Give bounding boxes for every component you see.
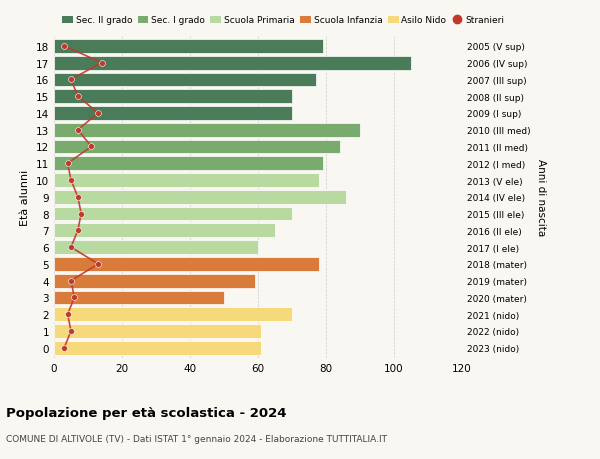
- Bar: [54, 291, 224, 305]
- Bar: [54, 325, 262, 338]
- Bar: [54, 90, 292, 104]
- Bar: [54, 257, 319, 271]
- Bar: [54, 174, 319, 187]
- Bar: [54, 241, 258, 254]
- Bar: [54, 140, 340, 154]
- Point: [73, 227, 83, 235]
- Bar: [54, 157, 323, 171]
- Bar: [54, 107, 292, 121]
- Bar: [54, 56, 411, 70]
- Point: [70, 294, 79, 302]
- Y-axis label: Anni di nascita: Anni di nascita: [536, 159, 546, 236]
- Point: [63, 160, 73, 168]
- Legend: Sec. II grado, Sec. I grado, Scuola Primaria, Scuola Infanzia, Asilo Nido, Stran: Sec. II grado, Sec. I grado, Scuola Prim…: [59, 13, 508, 29]
- Point: [63, 311, 73, 318]
- Point: [73, 194, 83, 201]
- Point: [66, 277, 76, 285]
- Bar: [54, 207, 292, 221]
- Point: [59, 344, 69, 352]
- Point: [73, 93, 83, 101]
- Bar: [54, 40, 323, 54]
- Bar: [54, 73, 316, 87]
- Point: [66, 328, 76, 335]
- Point: [97, 60, 106, 67]
- Y-axis label: Età alunni: Età alunni: [20, 169, 31, 225]
- Point: [59, 43, 69, 50]
- Bar: [54, 341, 262, 355]
- Bar: [54, 123, 360, 137]
- Text: Popolazione per età scolastica - 2024: Popolazione per età scolastica - 2024: [6, 406, 287, 419]
- Point: [94, 261, 103, 268]
- Point: [76, 210, 86, 218]
- Point: [94, 110, 103, 118]
- Bar: [54, 190, 346, 204]
- Bar: [54, 224, 275, 238]
- Point: [66, 77, 76, 84]
- Point: [66, 177, 76, 185]
- Text: COMUNE DI ALTIVOLE (TV) - Dati ISTAT 1° gennaio 2024 - Elaborazione TUTTITALIA.I: COMUNE DI ALTIVOLE (TV) - Dati ISTAT 1° …: [6, 434, 387, 443]
- Bar: [54, 274, 254, 288]
- Point: [86, 144, 96, 151]
- Bar: [54, 308, 292, 321]
- Point: [73, 127, 83, 134]
- Point: [66, 244, 76, 251]
